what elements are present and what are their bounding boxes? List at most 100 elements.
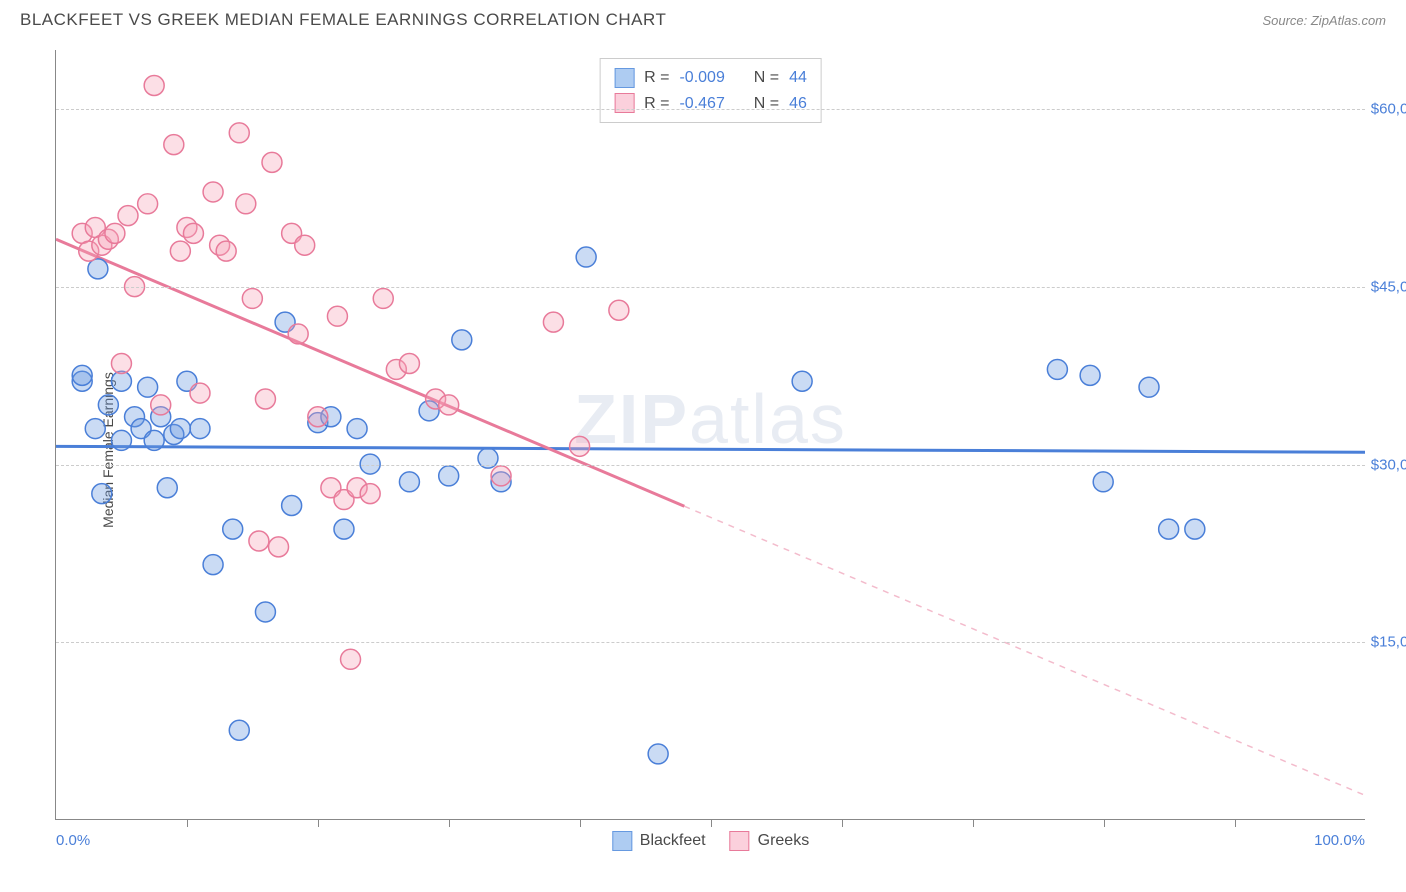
- plot-area: ZIPatlas R = -0.009 N = 44 R = -0.467 N …: [55, 50, 1365, 820]
- data-point-greeks: [249, 531, 269, 551]
- data-point-greeks: [144, 76, 164, 96]
- data-point-blackfeet: [170, 419, 190, 439]
- data-point-greeks: [609, 300, 629, 320]
- data-point-greeks: [203, 182, 223, 202]
- legend-swatch: [614, 93, 634, 113]
- x-tick: [318, 819, 319, 827]
- data-point-greeks: [288, 324, 308, 344]
- data-point-greeks: [164, 135, 184, 155]
- stats-legend-row: R = -0.467 N = 46: [614, 91, 807, 117]
- data-point-greeks: [105, 223, 125, 243]
- data-point-greeks: [229, 123, 249, 143]
- data-point-blackfeet: [72, 365, 92, 385]
- data-point-blackfeet: [1047, 359, 1067, 379]
- r-value: -0.009: [679, 65, 724, 91]
- gridline: [56, 109, 1365, 110]
- x-tick: [1104, 819, 1105, 827]
- data-point-blackfeet: [88, 259, 108, 279]
- data-point-blackfeet: [792, 371, 812, 391]
- legend-swatch: [614, 68, 634, 88]
- data-point-greeks: [341, 649, 361, 669]
- data-point-blackfeet: [399, 472, 419, 492]
- y-tick-label: $30,000: [1371, 456, 1406, 473]
- data-point-blackfeet: [157, 478, 177, 498]
- data-point-greeks: [111, 354, 131, 374]
- x-tick: [973, 819, 974, 827]
- x-tick: [449, 819, 450, 827]
- x-tick: [711, 819, 712, 827]
- data-point-blackfeet: [98, 395, 118, 415]
- r-value: -0.467: [679, 91, 724, 117]
- gridline: [56, 287, 1365, 288]
- legend-item: Blackfeet: [612, 831, 706, 851]
- data-point-greeks: [151, 395, 171, 415]
- data-point-greeks: [183, 223, 203, 243]
- data-point-greeks: [255, 389, 275, 409]
- data-point-blackfeet: [1093, 472, 1113, 492]
- data-point-blackfeet: [1139, 377, 1159, 397]
- regression-line-dashed-greeks: [684, 506, 1365, 795]
- gridline: [56, 642, 1365, 643]
- data-point-greeks: [262, 152, 282, 172]
- legend-item: Greeks: [730, 831, 810, 851]
- gridline: [56, 465, 1365, 466]
- data-point-blackfeet: [144, 430, 164, 450]
- regression-line-blackfeet: [56, 446, 1365, 452]
- data-point-blackfeet: [255, 602, 275, 622]
- x-tick-label-max: 100.0%: [1314, 832, 1365, 849]
- data-point-greeks: [491, 466, 511, 486]
- data-point-greeks: [399, 354, 419, 374]
- n-label: N =: [754, 91, 779, 117]
- data-point-blackfeet: [223, 519, 243, 539]
- data-point-greeks: [190, 383, 210, 403]
- data-point-blackfeet: [1080, 365, 1100, 385]
- x-tick: [580, 819, 581, 827]
- stats-legend: R = -0.009 N = 44 R = -0.467 N = 46: [599, 58, 822, 123]
- data-point-blackfeet: [1185, 519, 1205, 539]
- legend-label: Greeks: [758, 832, 810, 850]
- data-point-greeks: [373, 288, 393, 308]
- data-point-blackfeet: [452, 330, 472, 350]
- data-point-greeks: [138, 194, 158, 214]
- y-tick-label: $45,000: [1371, 278, 1406, 295]
- data-point-greeks: [236, 194, 256, 214]
- data-point-blackfeet: [111, 430, 131, 450]
- chart-title: BLACKFEET VS GREEK MEDIAN FEMALE EARNING…: [20, 10, 666, 30]
- data-point-blackfeet: [648, 744, 668, 764]
- data-point-greeks: [118, 206, 138, 226]
- data-point-greeks: [570, 436, 590, 456]
- data-point-greeks: [216, 241, 236, 261]
- data-point-blackfeet: [347, 419, 367, 439]
- data-point-greeks: [170, 241, 190, 261]
- data-point-blackfeet: [203, 555, 223, 575]
- scatter-plot-svg: [56, 50, 1365, 819]
- chart-container: Median Female Earnings ZIPatlas R = -0.0…: [55, 50, 1385, 850]
- data-point-greeks: [543, 312, 563, 332]
- n-value: 44: [789, 65, 807, 91]
- data-point-greeks: [360, 484, 380, 504]
- legend-swatch: [612, 831, 632, 851]
- data-point-blackfeet: [92, 484, 112, 504]
- data-point-blackfeet: [1159, 519, 1179, 539]
- x-tick: [1235, 819, 1236, 827]
- data-point-greeks: [439, 395, 459, 415]
- x-tick: [187, 819, 188, 827]
- data-point-blackfeet: [576, 247, 596, 267]
- data-point-blackfeet: [282, 495, 302, 515]
- series-legend: Blackfeet Greeks: [612, 831, 809, 851]
- data-point-blackfeet: [85, 419, 105, 439]
- data-point-blackfeet: [334, 519, 354, 539]
- data-point-greeks: [295, 235, 315, 255]
- data-point-blackfeet: [138, 377, 158, 397]
- r-label: R =: [644, 91, 669, 117]
- data-point-blackfeet: [229, 720, 249, 740]
- data-point-blackfeet: [439, 466, 459, 486]
- n-value: 46: [789, 91, 807, 117]
- legend-label: Blackfeet: [640, 832, 706, 850]
- x-tick: [842, 819, 843, 827]
- data-point-greeks: [269, 537, 289, 557]
- r-label: R =: [644, 65, 669, 91]
- data-point-greeks: [242, 288, 262, 308]
- data-point-blackfeet: [111, 371, 131, 391]
- legend-swatch: [730, 831, 750, 851]
